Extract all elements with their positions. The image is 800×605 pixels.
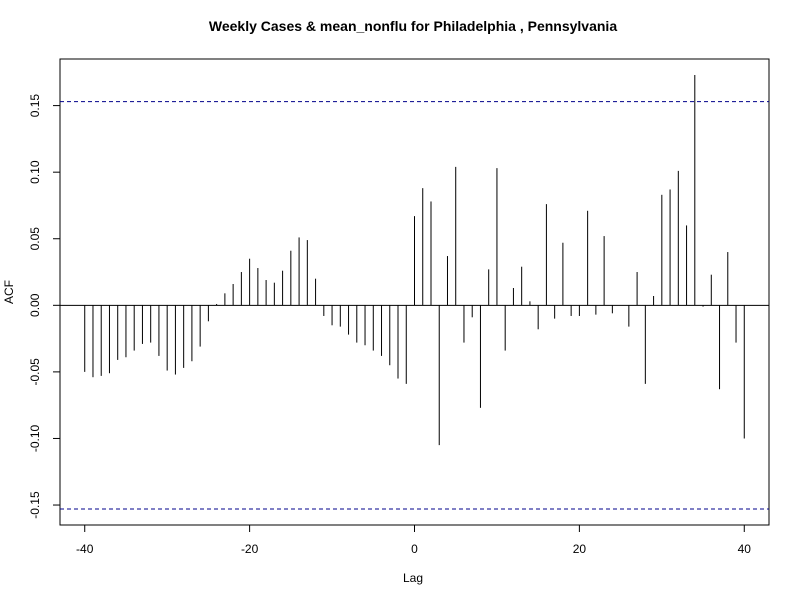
x-tick-label: 0 — [411, 542, 418, 556]
x-tick-label: 20 — [573, 542, 587, 556]
x-tick-label: -20 — [241, 542, 259, 556]
x-axis-label: Lag — [403, 571, 423, 585]
y-tick-label: 0.00 — [28, 293, 42, 317]
y-tick-label: 0.05 — [28, 227, 42, 251]
x-axis: -40 -20 0 20 40 — [76, 524, 752, 556]
y-tick-label: 0.10 — [28, 160, 42, 184]
y-tick-label: -0.10 — [28, 424, 42, 452]
x-tick-label: -40 — [76, 542, 94, 556]
chart-title: Weekly Cases & mean_nonflu for Philadelp… — [209, 18, 617, 34]
y-tick-label: -0.15 — [28, 491, 42, 519]
y-axis-label: ACF — [2, 280, 16, 304]
y-tick-label: 0.15 — [28, 94, 42, 118]
acf-bars — [84, 74, 745, 446]
x-tick-label: 40 — [738, 542, 752, 556]
y-tick-label: -0.05 — [28, 358, 42, 386]
y-axis: -0.15 -0.10 -0.05 0.00 0.05 0.10 0.15 — [28, 94, 61, 519]
